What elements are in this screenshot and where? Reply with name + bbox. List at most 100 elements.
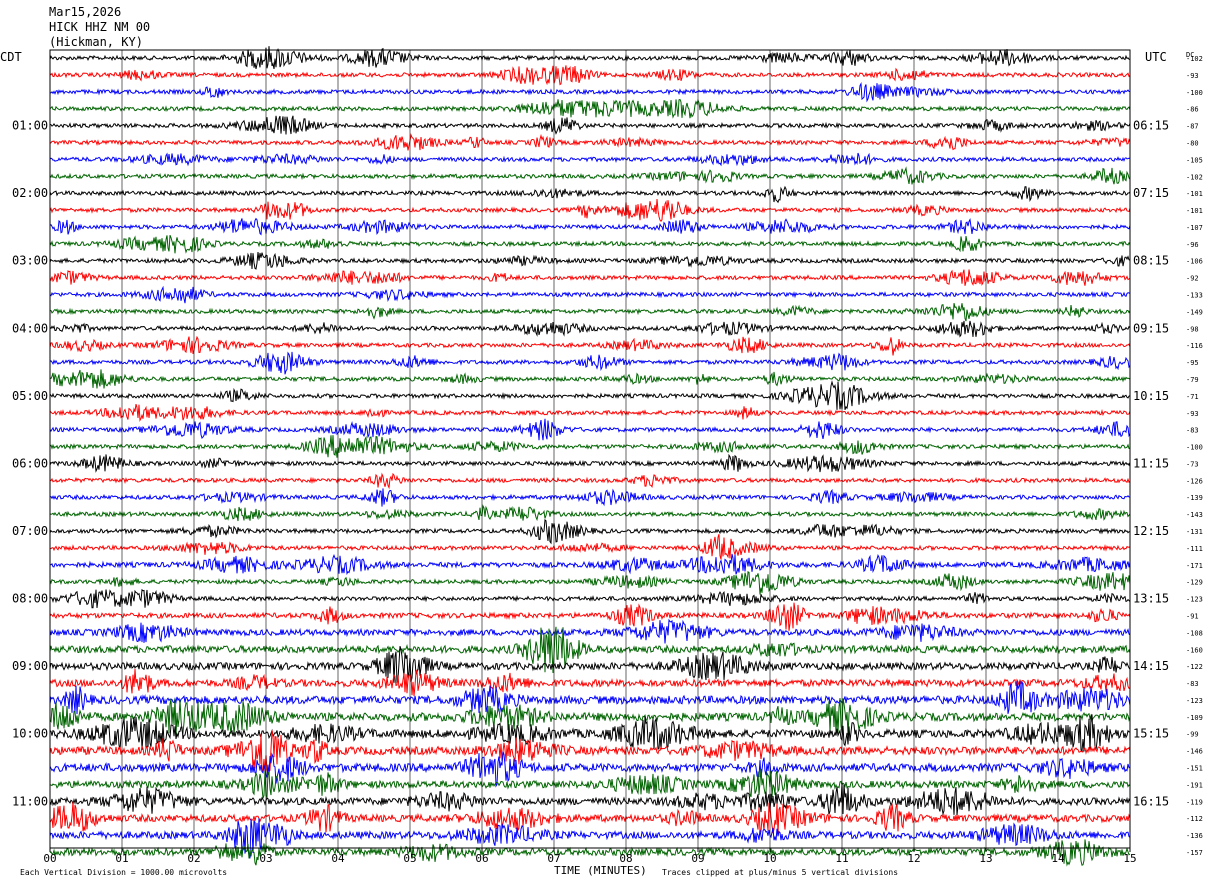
seismic-trace-row-27	[49, 488, 1131, 507]
dc-offset-label: -146	[1186, 748, 1203, 756]
x-tick-label: 03	[259, 852, 272, 865]
seismic-trace-row-1	[49, 46, 1131, 70]
x-tick-label: 08	[619, 852, 632, 865]
seismic-trace-row-7	[49, 152, 1131, 167]
dc-offset-label: -149	[1186, 308, 1203, 316]
left-time-labels: 01:00 02:00 03:00 04:00 05:00 06:00 07:00 08:00…	[12, 119, 48, 809]
seismic-trace-row-2	[49, 65, 1131, 86]
x-tick-label: 13	[979, 852, 992, 865]
clip-note: Traces clipped at plus/minus 5 vertical …	[662, 868, 898, 877]
right-time-label: 14:15	[1133, 659, 1169, 673]
seismic-trace-row-3	[49, 81, 1131, 103]
seismic-trace-row-12	[49, 235, 1131, 254]
seismic-trace-row-38	[49, 668, 1131, 697]
dc-offset-label: -143	[1186, 511, 1203, 519]
x-tick-label: 09	[691, 852, 704, 865]
x-tick-label: 02	[187, 852, 200, 865]
seismic-trace-row-16	[49, 302, 1131, 322]
left-time-label: 01:00	[12, 119, 48, 133]
dc-offset-label: -101	[1186, 207, 1203, 215]
dc-offset-label: -102	[1186, 55, 1203, 63]
seismic-trace-row-29	[49, 518, 1131, 545]
seismic-trace-row-47	[49, 818, 1131, 859]
x-tick-label: 10	[763, 852, 776, 865]
seismic-trace-row-17	[49, 320, 1131, 338]
dc-offset-label: -102	[1186, 173, 1203, 181]
left-timezone-label: CDT	[0, 50, 22, 64]
x-tick-label: 00	[43, 852, 56, 865]
dc-offset-label: -139	[1186, 494, 1203, 502]
x-tick-label: 15	[1123, 852, 1136, 865]
seismic-trace-row-26	[49, 472, 1131, 490]
seismic-trace-row-21	[49, 380, 1131, 411]
seismic-trace-row-46	[49, 801, 1131, 834]
seismic-trace-row-5	[49, 115, 1131, 135]
dc-offset-label: -129	[1186, 579, 1203, 587]
left-time-label: 04:00	[12, 321, 48, 335]
seismic-trace-row-18	[49, 335, 1131, 356]
seismic-trace-row-4	[49, 98, 1131, 119]
seismic-trace-row-11	[49, 217, 1131, 236]
seismic-trace-row-34	[49, 602, 1131, 631]
dc-offset-label: -108	[1186, 629, 1203, 637]
right-time-labels: 06:15 07:15 08:15 09:15 10:15 11:15 12:15 13:15…	[1133, 119, 1169, 809]
x-tick-label: 07	[547, 852, 560, 865]
x-tick-label: 12	[907, 852, 920, 865]
dc-offset-label: -87	[1186, 123, 1199, 131]
dc-offset-label: -126	[1186, 477, 1203, 485]
dc-offset-label: -160	[1186, 646, 1203, 654]
x-tick-label: 04	[331, 852, 345, 865]
dc-offset-label: -107	[1186, 224, 1203, 232]
right-time-label: 10:15	[1133, 389, 1169, 403]
dc-offset-label: -91	[1186, 613, 1199, 621]
x-axis-label: TIME (MINUTES)	[554, 864, 647, 877]
dc-offset-label: -171	[1186, 562, 1203, 570]
seismic-trace-row-36	[49, 626, 1131, 674]
left-time-label: 08:00	[12, 592, 48, 606]
dc-offset-label: -123	[1186, 697, 1203, 705]
dc-offset-label: -133	[1186, 292, 1203, 300]
seismic-trace-row-8	[49, 166, 1131, 185]
left-time-label: 10:00	[12, 727, 48, 741]
seismic-trace-row-19	[49, 351, 1131, 375]
dc-offset-label: -100	[1186, 444, 1203, 452]
right-time-label: 13:15	[1133, 592, 1169, 606]
seismic-trace-row-31	[49, 553, 1131, 576]
seismic-trace-row-13	[49, 252, 1131, 270]
x-tick-label: 06	[475, 852, 488, 865]
seismic-trace-row-23	[49, 418, 1131, 441]
seismic-trace-row-14	[49, 269, 1131, 286]
left-time-label: 07:00	[12, 524, 48, 538]
dc-offset-label: -96	[1186, 241, 1199, 249]
dc-column-label: DC	[1186, 51, 1194, 59]
x-tick-label: 14	[1051, 852, 1065, 865]
dc-offset-label: -93	[1186, 72, 1199, 80]
dc-offset-label: -86	[1186, 106, 1199, 114]
seismic-trace-row-9	[49, 185, 1131, 204]
station-label: HICK HHZ NM 00	[49, 20, 150, 34]
dc-offset-label: -131	[1186, 528, 1203, 536]
seismic-trace-row-35	[49, 618, 1131, 644]
left-time-label: 02:00	[12, 186, 48, 200]
dc-offset-label: -106	[1186, 258, 1203, 266]
left-time-label: 11:00	[12, 794, 48, 808]
dc-offset-label: -93	[1186, 410, 1199, 418]
dc-offset-label: -101	[1186, 190, 1203, 198]
dc-offset-label: -98	[1186, 325, 1199, 333]
plot-frame	[49, 49, 1131, 849]
seismic-trace-row-39	[49, 680, 1131, 715]
grid-layer	[49, 49, 1131, 849]
seismic-trace-row-20	[49, 369, 1131, 389]
seismic-trace-row-48	[49, 839, 1131, 867]
seismic-trace-row-22	[49, 403, 1131, 423]
right-timezone-label: UTC	[1145, 50, 1167, 64]
seismic-trace-row-24	[49, 435, 1131, 458]
right-time-label: 09:15	[1133, 321, 1169, 335]
dc-offset-label: -95	[1186, 359, 1199, 367]
seismic-trace-row-41	[49, 714, 1131, 753]
seismic-trace-row-45	[49, 783, 1131, 816]
trace-layer	[49, 46, 1131, 867]
dc-offset-label: -109	[1186, 714, 1203, 722]
dc-offset-label: -79	[1186, 376, 1199, 384]
right-time-label: 16:15	[1133, 794, 1169, 808]
